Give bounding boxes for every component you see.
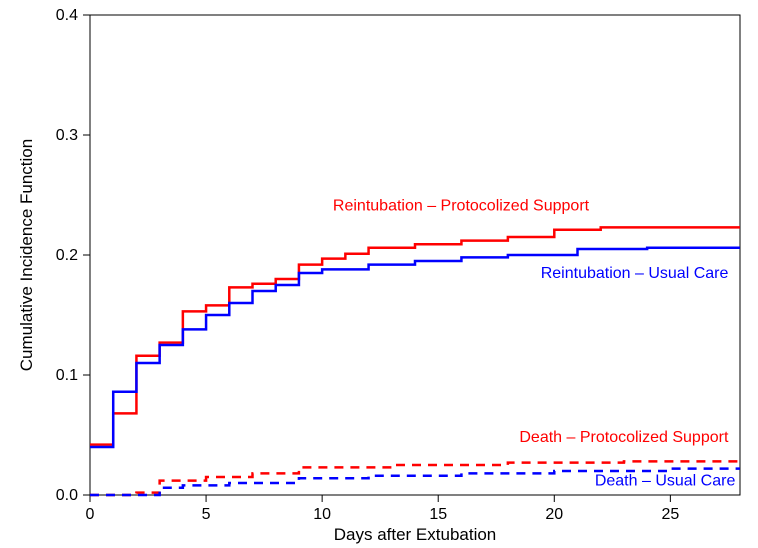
y-tick-label: 0.0 [56,487,78,504]
chart-svg: 0 5 10 15 20 25 0.0 0.1 0.2 0.3 0.4 Days after Extu… [0,0,758,548]
x-tick-label: 5 [202,506,211,523]
cumulative-incidence-chart: 0 5 10 15 20 25 0.0 0.1 0.2 0.3 0.4 Days after Extu… [0,0,758,548]
x-tick-label: 20 [545,506,563,523]
y-tick-label: 0.1 [56,367,78,384]
y-tick-label: 0.2 [56,247,78,264]
series-label: Reintubation – Usual Care [541,265,729,282]
x-tick-label: 0 [86,506,95,523]
series-label: Reintubation – Protocolized Support [333,198,590,215]
y-tick-label: 0.4 [56,7,78,24]
x-tick-label: 10 [313,506,331,523]
x-axis-label: Days after Extubation [334,525,497,544]
y-axis-label: Cumulative Incidence Function [17,139,36,371]
plot-border [90,15,740,495]
x-tick-label: 15 [429,506,447,523]
series-label: Death – Protocolized Support [519,429,729,446]
y-tick-label: 0.3 [56,127,78,144]
series-label: Death – Usual Care [595,472,736,489]
x-tick-label: 25 [661,506,679,523]
